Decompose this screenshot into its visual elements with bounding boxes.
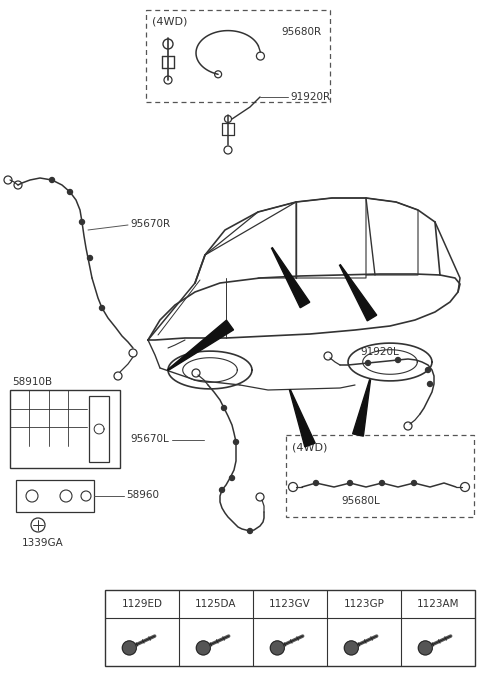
Text: (4WD): (4WD) (152, 17, 187, 27)
Bar (286, 435, 474, 517)
Bar (105, 590, 475, 666)
Circle shape (87, 256, 93, 260)
Polygon shape (272, 247, 310, 308)
Text: 58910B: 58910B (12, 377, 52, 387)
Circle shape (49, 178, 55, 182)
Circle shape (425, 367, 431, 372)
Text: 91920R: 91920R (290, 92, 330, 102)
Circle shape (80, 220, 84, 224)
Circle shape (418, 641, 432, 655)
Text: 95680L: 95680L (341, 496, 380, 506)
Circle shape (219, 487, 225, 492)
Circle shape (365, 361, 371, 365)
Text: 95680R: 95680R (282, 27, 322, 37)
Circle shape (411, 481, 417, 485)
Bar (89, 396, 109, 462)
Text: 91920L: 91920L (360, 347, 399, 357)
Circle shape (248, 528, 252, 534)
Bar (146, 10, 330, 102)
Circle shape (68, 189, 72, 195)
Circle shape (196, 641, 210, 655)
Circle shape (99, 306, 105, 311)
Circle shape (396, 357, 400, 363)
Circle shape (380, 481, 384, 485)
Text: (4WD): (4WD) (292, 443, 327, 453)
Text: 1123GP: 1123GP (344, 599, 384, 609)
Circle shape (122, 641, 136, 655)
Bar (16, 480, 94, 512)
Text: 95670R: 95670R (130, 219, 170, 229)
Text: 1125DA: 1125DA (195, 599, 237, 609)
Polygon shape (289, 390, 315, 447)
Text: 95670L: 95670L (130, 434, 169, 444)
Circle shape (233, 439, 239, 445)
Circle shape (229, 475, 235, 481)
Polygon shape (168, 320, 234, 370)
Circle shape (270, 641, 284, 655)
Circle shape (344, 641, 358, 655)
Circle shape (428, 382, 432, 386)
Text: 1123GV: 1123GV (269, 599, 311, 609)
Text: 1129ED: 1129ED (121, 599, 163, 609)
Circle shape (348, 481, 352, 485)
Circle shape (313, 481, 319, 485)
Circle shape (221, 405, 227, 410)
Text: 58960: 58960 (126, 490, 159, 500)
Polygon shape (339, 264, 377, 321)
Bar (10, 390, 120, 468)
Polygon shape (353, 380, 371, 436)
Text: 1123AM: 1123AM (417, 599, 459, 609)
Text: 1339GA: 1339GA (22, 538, 64, 548)
